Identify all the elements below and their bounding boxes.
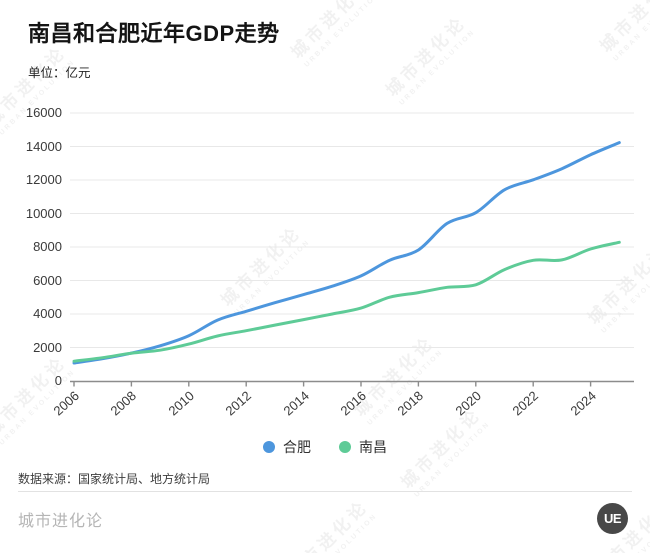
y-tick-label-0: 0: [54, 373, 62, 388]
y-tick-label-4000: 4000: [33, 306, 62, 321]
gdp-line-chart: [70, 112, 634, 387]
unit-label: 单位：亿元: [28, 66, 91, 80]
y-tick-label-8000: 8000: [33, 239, 62, 254]
y-tick-label-12000: 12000: [25, 172, 62, 187]
footer-divider: [18, 491, 632, 492]
ue-logo: UE: [597, 503, 628, 534]
chart-title: 南昌和合肥近年GDP走势: [28, 21, 280, 46]
y-tick-label-10000: 10000: [25, 205, 62, 221]
y-tick-label-16000: 16000: [25, 105, 62, 120]
legend-item-nanchang: 南昌: [339, 437, 387, 457]
series-line-nanchang: [72, 240, 621, 363]
brand-name: 城市进化论: [18, 513, 104, 530]
ue-logo-text: UE: [603, 511, 622, 526]
watermark-cn-text: 城市进化论: [284, 496, 373, 553]
legend-label-hefei: 合肥: [283, 439, 311, 455]
watermark-en-text: URBAN EVOLUTION: [300, 512, 379, 553]
legend-dot-nanchang: [339, 441, 351, 453]
y-tick-label-6000: 6000: [33, 272, 62, 288]
series-line-hefei: [72, 141, 621, 365]
y-tick-label-2000: 2000: [33, 339, 62, 355]
chart-legend: 合肥 南昌: [0, 437, 650, 457]
legend-item-hefei: 合肥: [263, 437, 311, 457]
y-tick-label-14000: 14000: [25, 138, 62, 154]
legend-label-nanchang: 南昌: [359, 439, 387, 455]
data-source-note: 数据来源：国家统计局、地方统计局: [18, 472, 211, 486]
legend-dot-hefei: [263, 441, 275, 453]
